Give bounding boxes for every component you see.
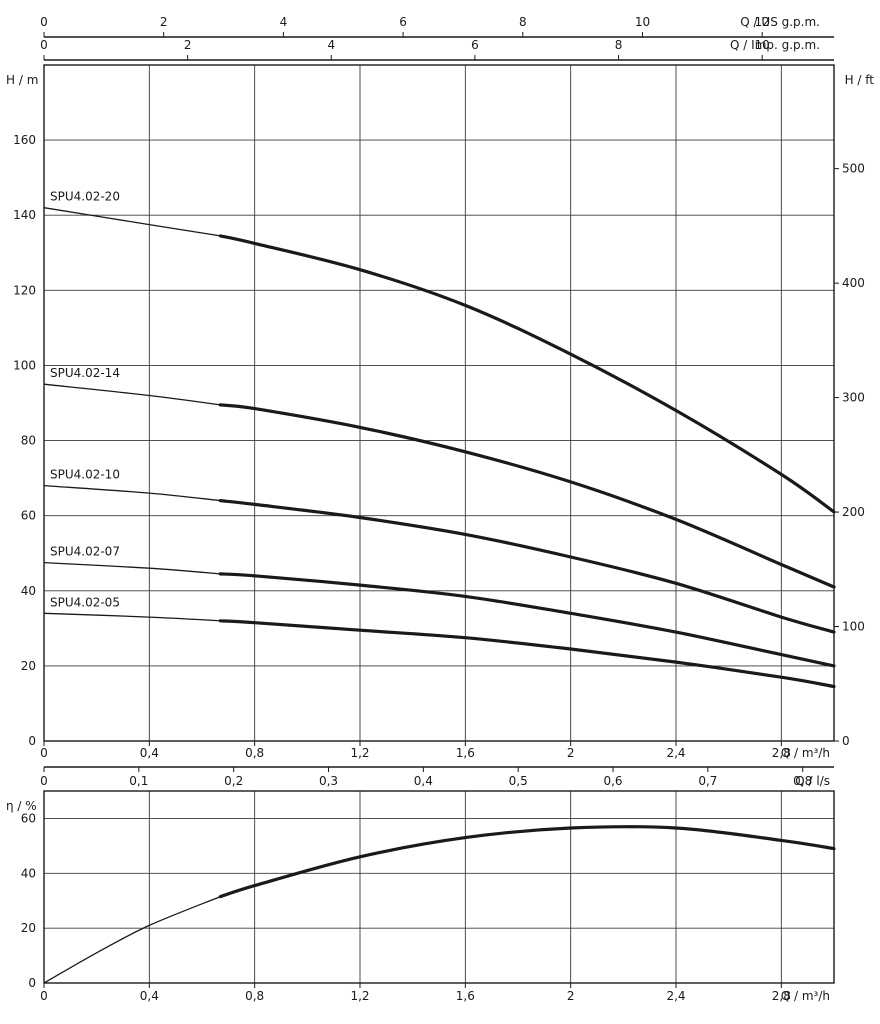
curve-spu4-02-14-thick — [218, 403, 836, 589]
eff-yaxis-title: η / % — [6, 799, 37, 813]
imp-tick-label: 10 — [755, 38, 770, 52]
top-flow-axes: 0 2 4 6 8 10 12Q / US g.p.m.0 2 4 6 8 10Q / Imp. g.… — [40, 15, 834, 61]
ls-tick-label: 0,6 — [603, 774, 622, 788]
head-xtick-label: 2 — [567, 746, 575, 760]
head-yaxis-title-right: H / ft — [845, 73, 875, 87]
ls-axis-title: Q / l/s — [795, 774, 830, 788]
efficiency-panel-grid — [43, 790, 835, 984]
series-label-spu4-02-07: SPU4.02-07 — [50, 545, 120, 559]
ft-tick-label: 500 — [842, 162, 865, 176]
eff-xtick-label: 0,4 — [140, 989, 159, 1003]
us-axis-title: Q / US g.p.m. — [740, 15, 820, 29]
eff-ytick-label: 40 — [21, 866, 36, 880]
head-ytick-label: 160 — [13, 133, 36, 147]
curve-spu4-02-10-thin — [43, 484, 221, 502]
imp-tick-label: 8 — [615, 38, 623, 52]
head-panel-labels: 0 20 40 60 80 100 120 140 160 0 0,4 0,8 1,2 1,6 2 2,4 2,… — [6, 73, 874, 760]
eff-frame — [43, 790, 835, 984]
eff-xtick-label: 2,8 — [772, 989, 791, 1003]
eff-xtick-label: 1,6 — [456, 989, 475, 1003]
imp-tick-label: 2 — [184, 38, 192, 52]
head-xaxis-title: Q / m³/h — [781, 746, 830, 760]
head-frame — [43, 64, 835, 742]
us-tick-label: 4 — [280, 15, 288, 29]
head-yaxis-title-left: H / m — [6, 73, 38, 87]
eff-xtick-label: 0,8 — [245, 989, 264, 1003]
series-label-spu4-02-20: SPU4.02-20 — [50, 190, 120, 204]
imp-tick-label: 6 — [471, 38, 479, 52]
eff-ytick-label: 0 — [28, 976, 36, 990]
head-ytick-label: 20 — [21, 659, 36, 673]
ls-tick-label: 0,4 — [414, 774, 433, 788]
ft-tick-label: 200 — [842, 505, 865, 519]
ls-flow-axis: 0 0,1 0,2 0,3 0,4 0,5 0,6 0,7 0,8Q / l/s — [40, 766, 834, 788]
eff-xaxis-title: Q / m³/h — [781, 989, 830, 1003]
eff-xtick-label: 2,4 — [666, 989, 685, 1003]
ft-tick-label: 300 — [842, 391, 865, 405]
head-curves: SPU4.02-20 SPU4.02-14 SPU4.02-10 SPU4.02-07… — [43, 190, 836, 689]
eff-ytick-label: 20 — [21, 921, 36, 935]
series-label-spu4-02-10: SPU4.02-10 — [50, 468, 120, 482]
imp-tick-label: 4 — [327, 38, 335, 52]
eff-xtick-label: 1,2 — [350, 989, 369, 1003]
head-xtick-label: 2,4 — [666, 746, 685, 760]
eff-xtick-label: 0 — [40, 989, 48, 1003]
curve-spu4-02-20-thick — [218, 234, 836, 514]
us-tick-label: 6 — [399, 15, 407, 29]
us-tick-label: 0 — [40, 15, 48, 29]
head-ytick-label: 100 — [13, 358, 36, 372]
ft-tick-label: 100 — [842, 620, 865, 634]
eff-ytick-label: 60 — [21, 811, 36, 825]
head-ytick-label: 0 — [28, 734, 36, 748]
us-tick-label: 8 — [519, 15, 527, 29]
us-tick-label: 10 — [635, 15, 650, 29]
ls-tick-label: 0,1 — [129, 774, 148, 788]
head-xtick-label: 0 — [40, 746, 48, 760]
ft-tick-label: 0 — [842, 734, 850, 748]
series-label-spu4-02-14: SPU4.02-14 — [50, 366, 120, 380]
series-label-spu4-02-05: SPU4.02-05 — [50, 595, 120, 609]
eff-xtick-label: 2 — [567, 989, 575, 1003]
efficiency-curve — [43, 825, 836, 984]
curve-spu4-02-05-thick — [218, 619, 836, 689]
curve-spu4-02-14-thin — [43, 383, 221, 406]
head-xtick-label: 2,8 — [772, 746, 791, 760]
curve-spu4-02-05-thin — [43, 612, 221, 622]
curve-spu4-02-20-thin — [43, 207, 221, 237]
head-xtick-label: 0,8 — [245, 746, 264, 760]
ls-tick-label: 0 — [40, 774, 48, 788]
efficiency-curve-thin — [43, 895, 221, 984]
curve-spu4-02-07-thin — [43, 561, 221, 575]
ls-tick-label: 0,3 — [319, 774, 338, 788]
head-ytick-label: 60 — [21, 509, 36, 523]
curve-spu4-02-07-thick — [218, 572, 836, 668]
ls-tick-label: 0,5 — [509, 774, 528, 788]
head-xtick-label: 0,4 — [140, 746, 159, 760]
ls-tick-label: 0,7 — [698, 774, 717, 788]
head-xtick-label: 1,6 — [456, 746, 475, 760]
head-ytick-label: 80 — [21, 434, 36, 448]
efficiency-curve-thick — [218, 825, 836, 899]
ft-tick-label: 400 — [842, 276, 865, 290]
head-xtick-label: 1,2 — [350, 746, 369, 760]
head-ytick-label: 140 — [13, 208, 36, 222]
head-ytick-label: 40 — [21, 584, 36, 598]
us-tick-label: 12 — [755, 15, 770, 29]
head-ytick-label: 120 — [13, 283, 36, 297]
imp-axis-title: Q / Imp. g.p.m. — [730, 38, 820, 52]
imp-tick-label: 0 — [40, 38, 48, 52]
ls-tick-label: 0,2 — [224, 774, 243, 788]
efficiency-panel-labels: 0 20 40 60 0 0,4 0,8 1,2 1,6 2 2,4 2,8Q / m³/h η / % — [6, 799, 830, 1003]
us-tick-label: 2 — [160, 15, 168, 29]
ls-tick-label: 0,8 — [793, 774, 812, 788]
curve-spu4-02-10-thick — [218, 499, 836, 634]
